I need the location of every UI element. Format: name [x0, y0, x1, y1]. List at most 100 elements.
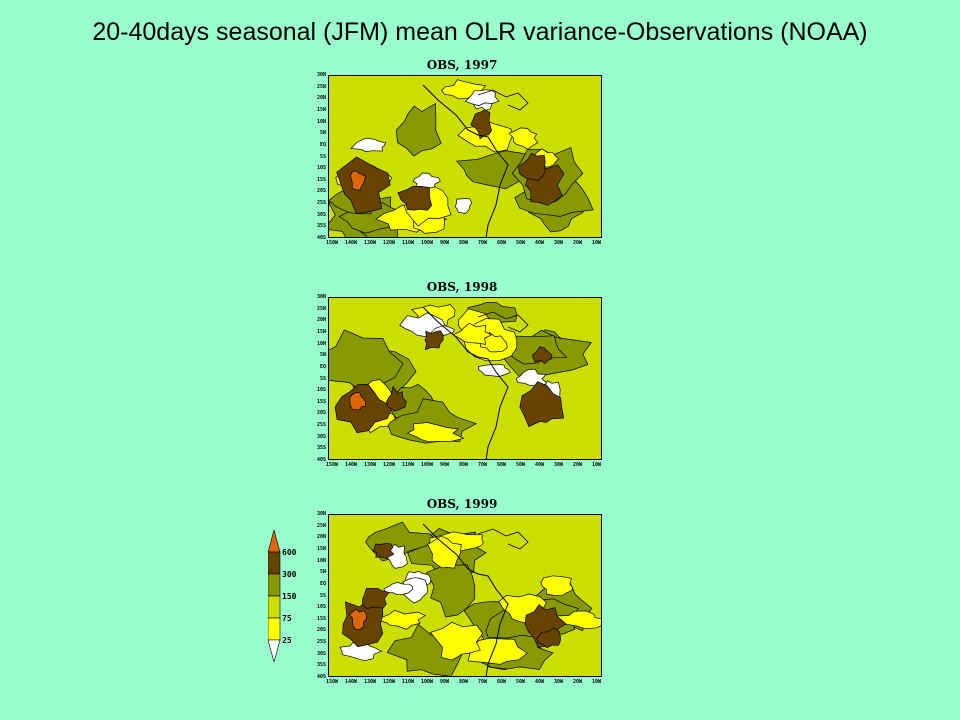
- lon-tick-label: 40W: [535, 679, 545, 685]
- coastline: [477, 311, 529, 333]
- coastline: [477, 89, 529, 111]
- lon-tick-label: 130W: [364, 240, 377, 246]
- lon-tick-label: 110W: [402, 462, 415, 468]
- lon-tick-label: 50W: [516, 679, 526, 685]
- legend-swatch-75-150: [268, 595, 281, 619]
- lon-tick-label: 140W: [345, 240, 358, 246]
- olr-variance-map: [328, 75, 602, 238]
- lon-tick-label: 100W: [421, 240, 434, 246]
- lon-tick-label: 50W: [516, 462, 526, 468]
- olr-variance-map: [328, 297, 602, 460]
- contour-600-plus: [349, 392, 366, 411]
- main-title: 20-40days seasonal (JFM) mean OLR varian…: [92, 18, 868, 46]
- lat-tick-label: 20S: [316, 188, 326, 195]
- contour-600-plus: [349, 170, 366, 191]
- map-panel-1: OBS, 1997 30N 25N 20N 15N 10N 5N EQ 5S 10S 15S 20S 2…: [312, 58, 612, 248]
- lat-tick-label: 30S: [316, 650, 326, 657]
- legend-swatch-25-75: [268, 617, 281, 641]
- lat-tick-label: EQ: [319, 580, 326, 587]
- lat-tick-label: 30N: [316, 511, 326, 517]
- legend-label-600: 600: [282, 548, 297, 557]
- lat-tick-label: 15N: [316, 328, 326, 335]
- lon-tick-label: 60W: [497, 240, 507, 246]
- olr-variance-map: [328, 514, 602, 677]
- lon-tick-label: 130W: [364, 462, 377, 468]
- contour-150-300: [396, 102, 442, 157]
- lon-tick-label: 80W: [459, 679, 469, 685]
- lat-tick-label: 25N: [316, 83, 326, 90]
- map-frame: [328, 297, 602, 460]
- lon-tick-label: 40W: [535, 240, 545, 246]
- contour-25-75: [406, 422, 465, 443]
- lon-tick-label: 70W: [478, 240, 488, 246]
- lat-tick-label: 10S: [316, 604, 326, 611]
- legend-swatch-below-25: [268, 639, 281, 662]
- lat-tick-label: 5N: [319, 130, 326, 137]
- lon-tick-label: 60W: [497, 679, 507, 685]
- contour-below-25: [454, 198, 472, 215]
- lat-tick-label: 20N: [316, 317, 326, 324]
- legend-label-150: 150: [282, 592, 297, 601]
- lon-tick-label: 30W: [554, 462, 564, 468]
- lon-tick-label: 30W: [554, 679, 564, 685]
- legend-swatch-600plus: [268, 530, 281, 553]
- contour-300-600: [519, 381, 565, 428]
- lat-tick-label: 15N: [316, 106, 326, 113]
- contour-25-75: [427, 535, 462, 569]
- lat-tick-label: 5N: [319, 569, 326, 576]
- lon-tick-label: 20W: [573, 240, 583, 246]
- lon-tick-label: 100W: [421, 679, 434, 685]
- contour-600-plus: [349, 608, 367, 630]
- lon-tick-label: 80W: [459, 240, 469, 246]
- lat-tick-label: 30S: [316, 433, 326, 440]
- lon-tick-label: 120W: [383, 679, 396, 685]
- lat-tick-label: 10S: [316, 387, 326, 394]
- lat-tick-label: 25S: [316, 422, 326, 429]
- lon-tick-label: 120W: [383, 462, 396, 468]
- lat-tick-label: 30S: [316, 211, 326, 218]
- lon-tick-label: 20W: [573, 462, 583, 468]
- lon-tick-label: 80W: [459, 462, 469, 468]
- lat-tick-label: 5S: [319, 375, 326, 382]
- panel-title: OBS, 1999: [426, 497, 498, 511]
- lat-tick-label: 10N: [316, 340, 326, 347]
- contour-below-25: [464, 89, 500, 106]
- legend-label-75: 75: [282, 614, 292, 623]
- lon-tick-label: 110W: [402, 679, 415, 685]
- lat-tick-label: 5S: [319, 153, 326, 160]
- contour-below-25: [412, 172, 441, 189]
- legend-swatch-150-300: [268, 573, 281, 597]
- panel-title: OBS, 1997: [426, 58, 498, 72]
- lat-tick-label: 20N: [316, 534, 326, 541]
- lat-tick-label: 25S: [316, 200, 326, 207]
- contour-below-25: [477, 363, 511, 377]
- lat-tick-label: 30N: [316, 72, 326, 78]
- lon-tick-label: 60W: [497, 462, 507, 468]
- lat-tick-label: 5N: [319, 352, 326, 359]
- contour-300-600: [536, 627, 561, 649]
- lon-tick-label: 20W: [573, 679, 583, 685]
- lat-tick-label: EQ: [319, 141, 326, 148]
- lat-tick-label: 30N: [316, 294, 326, 300]
- lat-tick-label: 20S: [316, 410, 326, 417]
- contour-300-600: [334, 384, 393, 434]
- lat-tick-label: 35S: [316, 223, 326, 230]
- lat-tick-label: 10S: [316, 165, 326, 172]
- lon-tick-label: 40W: [535, 462, 545, 468]
- lat-tick-label: 10N: [316, 118, 326, 125]
- contour-300-600: [336, 156, 391, 215]
- coastline: [422, 523, 509, 677]
- lat-tick-label: 35S: [316, 662, 326, 669]
- lon-tick-label: 130W: [364, 679, 377, 685]
- lat-tick-label: EQ: [319, 363, 326, 370]
- legend-colorbar: [268, 530, 281, 662]
- contour-25-75: [508, 127, 539, 150]
- lat-tick-label: 20N: [316, 95, 326, 102]
- legend-label-300: 300: [282, 570, 297, 579]
- contour-300-600: [373, 542, 395, 559]
- legend-label-25: 25: [282, 636, 292, 645]
- lon-tick-label: 100W: [421, 462, 434, 468]
- coastline: [477, 528, 529, 550]
- lon-tick-label: 150W: [326, 240, 339, 246]
- panel-title: OBS, 1998: [426, 280, 498, 294]
